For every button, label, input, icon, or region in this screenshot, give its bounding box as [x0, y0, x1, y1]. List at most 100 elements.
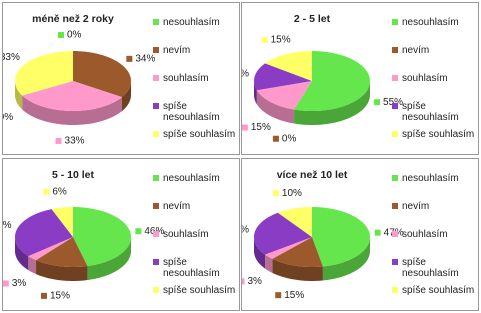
data-label: 33%	[3, 52, 20, 63]
legend-label: nevím	[402, 45, 430, 56]
slice-side	[87, 237, 131, 281]
chart-title: méně než 2 roky	[32, 13, 114, 25]
data-label: 3%	[12, 278, 27, 289]
legend-swatch	[153, 259, 159, 265]
slice-side	[121, 81, 131, 112]
legend-swatch	[392, 231, 398, 237]
legend-item: spíše nesouhlasím	[392, 101, 478, 123]
legend-swatch	[153, 131, 159, 137]
legend-swatch	[392, 131, 398, 137]
legend-item: souhlasím	[153, 229, 239, 240]
slice-side	[322, 237, 370, 281]
data-label: 15%	[271, 35, 291, 46]
legend-label: nesouhlasím	[402, 17, 459, 28]
slice	[15, 209, 73, 257]
chart-panel: 5 - 10 let46%15%3%30%6%nesouhlasímnevíms…	[2, 158, 240, 311]
slice-side	[15, 237, 29, 271]
slice	[22, 81, 122, 111]
label-swatch	[58, 32, 64, 38]
legend-item: spíše nesouhlasím	[153, 257, 239, 279]
slice-side	[28, 256, 37, 275]
label-swatch	[40, 292, 47, 299]
slice	[36, 237, 88, 267]
legend-swatch	[153, 203, 159, 209]
slice	[265, 51, 312, 81]
data-label: 15%	[251, 122, 271, 133]
label-swatch	[374, 99, 381, 106]
legend-item: nevím	[392, 45, 478, 56]
label-swatch	[3, 280, 9, 287]
legend-swatch	[392, 75, 398, 81]
data-label: 55%	[383, 97, 403, 108]
legend-item: souhlasím	[153, 73, 239, 84]
pie-chart: více než 10 let47%15%3%25%10%	[242, 169, 404, 301]
slice	[254, 212, 312, 255]
pie-chart: 2 - 5 let 55% 0% 15% 15% 15%	[242, 13, 403, 144]
slice-side	[254, 81, 257, 105]
chart-title: 2 - 5 let	[294, 13, 331, 25]
legend-item: souhlasím	[392, 229, 478, 240]
label-swatch	[55, 137, 62, 144]
legend-swatch	[153, 19, 159, 25]
legend-item: souhlasím	[392, 73, 478, 84]
label-swatch	[43, 188, 50, 195]
legend-item: spíše souhlasím	[153, 129, 239, 140]
data-label: 10%	[282, 188, 302, 199]
legend-label: souhlasím	[163, 73, 209, 84]
slice	[294, 51, 370, 111]
slice	[312, 207, 370, 267]
legend-item: nesouhlasím	[392, 173, 478, 184]
data-label: 33%	[65, 136, 85, 147]
slice	[277, 207, 312, 237]
slice-side	[272, 258, 323, 281]
slice	[254, 63, 312, 91]
legend-label: souhlasím	[402, 229, 448, 240]
legend-item: nevím	[153, 201, 239, 212]
legend-label: spíše nesouhlasím	[402, 257, 459, 279]
slice-side	[265, 254, 273, 273]
legend-swatch	[392, 203, 398, 209]
slice	[51, 207, 73, 237]
legend-swatch	[153, 231, 159, 237]
data-label: 0%	[282, 133, 297, 144]
legend-label: nesouhlasím	[402, 173, 459, 184]
slice	[256, 81, 312, 110]
pie-chart: 5 - 10 let46%15%3%30%6%	[3, 169, 165, 302]
label-swatch	[275, 292, 282, 299]
data-label: 34%	[135, 53, 155, 64]
legend-item: nesouhlasím	[153, 173, 239, 184]
slice-side	[256, 90, 295, 124]
legend-label: spíše souhlasím	[163, 285, 236, 296]
legend-label: spíše nesouhlasím	[402, 101, 459, 123]
data-label: 15%	[50, 291, 70, 302]
chart-panel: méně než 2 roky 0% 34% 33% 0% 33% nesouhlasím n…	[2, 2, 240, 155]
legend-swatch	[392, 175, 398, 181]
pie-chart: méně než 2 roky 0% 34% 33% 0% 33%	[3, 13, 155, 147]
slice	[73, 51, 131, 98]
legend-label: spíše souhlasím	[163, 129, 236, 140]
slice	[15, 51, 73, 96]
data-label: 15%	[242, 68, 249, 79]
slice-side	[294, 81, 370, 125]
data-label: 25%	[242, 224, 249, 235]
label-swatch	[126, 55, 133, 62]
legend-label: nevím	[163, 45, 191, 56]
data-label: 6%	[52, 186, 67, 197]
slice-side	[22, 95, 122, 125]
legend-label: souhlasím	[163, 229, 209, 240]
slice	[265, 237, 312, 259]
legend-swatch	[153, 103, 159, 109]
slice	[28, 237, 73, 261]
data-label: 0%	[3, 112, 13, 123]
legend-label: spíše souhlasím	[402, 129, 475, 140]
label-swatch	[135, 228, 142, 235]
legend-item: nevím	[392, 201, 478, 212]
label-swatch	[242, 124, 248, 131]
label-swatch	[242, 278, 245, 285]
legend-label: spíše nesouhlasím	[163, 257, 220, 279]
legend-item: nesouhlasím	[392, 17, 478, 28]
legend-item: spíše souhlasím	[392, 285, 478, 296]
legend-label: souhlasím	[402, 73, 448, 84]
legend-item: nevím	[153, 45, 239, 56]
legend-label: spíše nesouhlasím	[163, 101, 220, 123]
